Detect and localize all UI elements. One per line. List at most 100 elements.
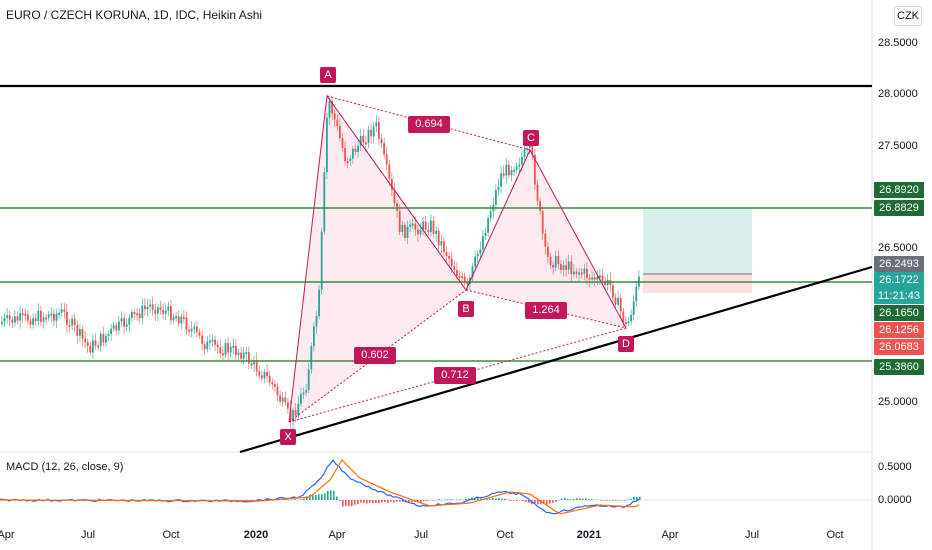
price-axis-label: 25.0000 (878, 396, 918, 408)
price-axis-label: 28.0000 (878, 88, 918, 100)
price-axis-label: 28.5000 (878, 37, 918, 49)
ratio-label-xb[interactable]: 0.602 (354, 347, 396, 364)
pattern-point-b[interactable]: B (458, 301, 474, 317)
macd-histogram-bar (336, 496, 338, 500)
time-axis-label: Apr (661, 529, 679, 541)
candle-body (625, 322, 627, 325)
macd-histogram-bar (582, 498, 584, 500)
macd-axis-label: 0.0000 (878, 494, 912, 506)
macd-histogram-bar (603, 500, 605, 501)
macd-histogram-bar (621, 500, 623, 501)
macd-histogram-bar (624, 500, 626, 501)
candle-body (450, 258, 453, 267)
macd-histogram-bar (384, 500, 386, 502)
candle-body (435, 230, 437, 234)
candle-body (367, 129, 370, 144)
candle-body (388, 164, 391, 179)
ratio-label-ac[interactable]: 0.694 (408, 116, 450, 133)
macd-histogram-bar (627, 499, 629, 500)
macd-histogram-bar (294, 499, 296, 500)
candle-body (599, 275, 601, 278)
candle-body (378, 122, 380, 140)
symbol-title[interactable]: EURO / CZECH KORUNA, 1D, IDC, Heikin Ash… (6, 8, 263, 22)
candle-body (300, 394, 302, 404)
candle-body (107, 334, 110, 337)
candle-body (508, 164, 510, 176)
candle-body (271, 382, 274, 385)
candle-body (94, 340, 97, 346)
ratio-label-xd[interactable]: 0.712 (434, 367, 476, 384)
macd-histogram-bar (501, 498, 503, 500)
candle-body (11, 319, 14, 323)
time-axis-label: 2020 (243, 529, 269, 541)
candle-body (258, 371, 261, 376)
macd-histogram-bar (324, 493, 326, 500)
macd-histogram-bar (570, 499, 572, 500)
long-position-profit-zone[interactable] (643, 208, 752, 274)
macd-histogram-bar (534, 500, 536, 504)
candle-body (146, 306, 149, 310)
macd-histogram-bar (309, 495, 311, 500)
candle-body (588, 277, 591, 280)
candle-body (404, 224, 406, 239)
macd-histogram-bar (327, 490, 329, 500)
pattern-point-c[interactable]: C (523, 130, 539, 146)
price-axis-label: 27.5000 (878, 140, 918, 152)
long-position-stop-zone[interactable] (643, 274, 752, 293)
candle-body (307, 369, 310, 390)
ratio-label-bd[interactable]: 1.264 (525, 302, 567, 319)
candle-body (159, 307, 162, 310)
macd-histogram-bar (312, 494, 314, 500)
macd-histogram-bar (498, 497, 500, 500)
macd-histogram-bar (513, 500, 515, 501)
macd-histogram-bar (600, 500, 602, 501)
macd-histogram-bar (450, 499, 452, 500)
candle-body (157, 307, 159, 314)
macd-histogram-bar (438, 499, 440, 500)
candle-body (118, 321, 120, 331)
candle-body (32, 318, 34, 325)
macd-histogram-bar (597, 499, 599, 501)
candle-body (622, 311, 625, 323)
pattern-point-x[interactable]: X (280, 429, 296, 445)
macd-histogram-bar (315, 494, 317, 500)
candle-body (8, 315, 11, 320)
candle-body (346, 161, 349, 164)
candle-body (294, 410, 297, 416)
macd-histogram-bar (579, 498, 581, 500)
candle-body (328, 101, 331, 118)
macd-histogram-bar (540, 500, 542, 505)
candle-body (573, 271, 575, 275)
macd-histogram-bar (375, 500, 377, 503)
candle-body (466, 282, 469, 285)
candle-body (578, 272, 580, 275)
macd-histogram-bar (528, 500, 530, 503)
macd-histogram-bar (249, 500, 251, 501)
candle-body (227, 343, 229, 353)
rising-trend-line[interactable] (239, 265, 873, 454)
macd-title[interactable]: MACD (12, 26, close, 9) (6, 461, 124, 473)
candle-body (440, 241, 443, 246)
candle-body (552, 265, 554, 268)
candle-body (354, 148, 357, 152)
candle-body (1, 321, 3, 324)
candle-body (315, 316, 318, 327)
candle-body (385, 154, 388, 165)
pattern-point-d[interactable]: D (618, 336, 634, 352)
candle-body (372, 126, 375, 137)
candle-body (391, 178, 393, 190)
macd-histogram-bar (444, 499, 446, 501)
macd-histogram-bar (576, 498, 578, 500)
candle-body (136, 313, 138, 316)
candle-body (50, 313, 53, 316)
macd-histogram-bar (318, 494, 320, 500)
candle-body (120, 318, 123, 322)
candle-body (66, 311, 68, 325)
currency-button[interactable]: CZK (894, 6, 922, 26)
macd-histogram-bar (552, 500, 554, 503)
pattern-point-a[interactable]: A (320, 67, 336, 83)
macd-histogram-bar (630, 498, 632, 500)
candle-body (601, 275, 604, 281)
candle-body (115, 325, 118, 331)
